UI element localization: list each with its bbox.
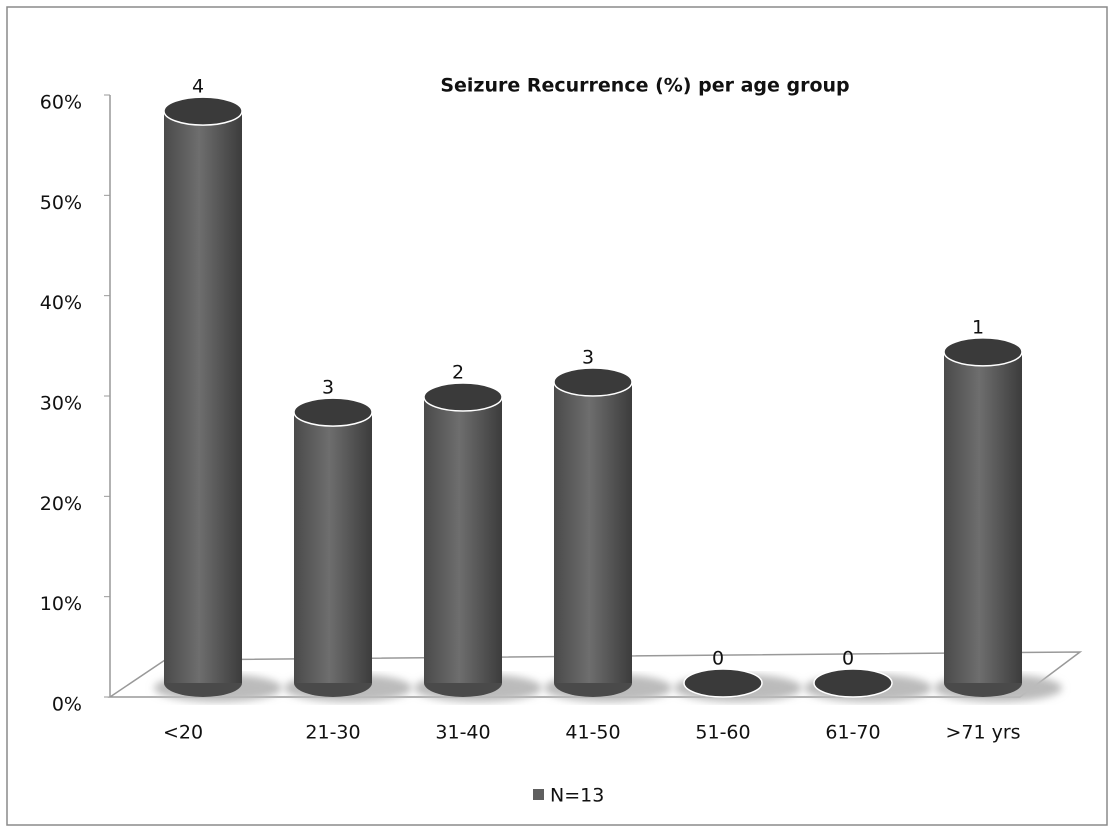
- cylinder-body: [554, 382, 632, 683]
- cylinder: [293, 397, 373, 697]
- y-tick-label: 20%: [40, 493, 82, 515]
- cylinder-body: [164, 111, 242, 684]
- x-tick-label: 41-50: [565, 722, 620, 744]
- y-tick-label: 10%: [40, 593, 82, 615]
- legend-swatch: [533, 789, 544, 800]
- cylinder: [553, 367, 633, 697]
- cylinder-body: [944, 351, 1022, 683]
- x-tick-label: 61-70: [825, 722, 880, 744]
- y-tick-label: 40%: [40, 292, 82, 314]
- cylinder: [813, 668, 893, 698]
- cylinder-top: [683, 668, 763, 698]
- x-tick-label: >71 yrs: [945, 722, 1020, 744]
- cylinder-top: [423, 382, 503, 412]
- data-label: 4: [192, 76, 204, 98]
- x-tick-label: 21-30: [305, 722, 360, 744]
- data-label: 0: [842, 648, 854, 670]
- legend-label: N=13: [550, 785, 604, 807]
- cylinder: [683, 668, 763, 698]
- cylinder-top: [293, 397, 373, 427]
- data-label: 2: [452, 362, 464, 384]
- data-label: 1: [972, 316, 984, 338]
- x-tick-label: 31-40: [435, 722, 490, 744]
- cylinder: [163, 96, 243, 697]
- x-tick-label: <20: [163, 722, 203, 744]
- data-label: 0: [712, 648, 724, 670]
- y-tick-label: 50%: [40, 192, 82, 214]
- data-label: 3: [322, 377, 334, 399]
- x-tick-label: 51-60: [695, 722, 750, 744]
- cylinder: [423, 382, 503, 697]
- y-tick-label: 30%: [40, 393, 82, 415]
- cylinder-body: [424, 397, 502, 683]
- cylinder-top: [553, 367, 633, 397]
- cylinder-top: [943, 337, 1023, 367]
- cylinder-top: [813, 668, 893, 698]
- cylinder-body: [294, 412, 372, 683]
- data-label: 3: [582, 347, 594, 369]
- y-tick-label: 0%: [52, 694, 82, 716]
- cylinder-top: [163, 96, 243, 126]
- cylinder: [943, 337, 1023, 697]
- y-tick-label: 60%: [40, 92, 82, 114]
- chart-title: Seizure Recurrence (%) per age group: [440, 75, 849, 97]
